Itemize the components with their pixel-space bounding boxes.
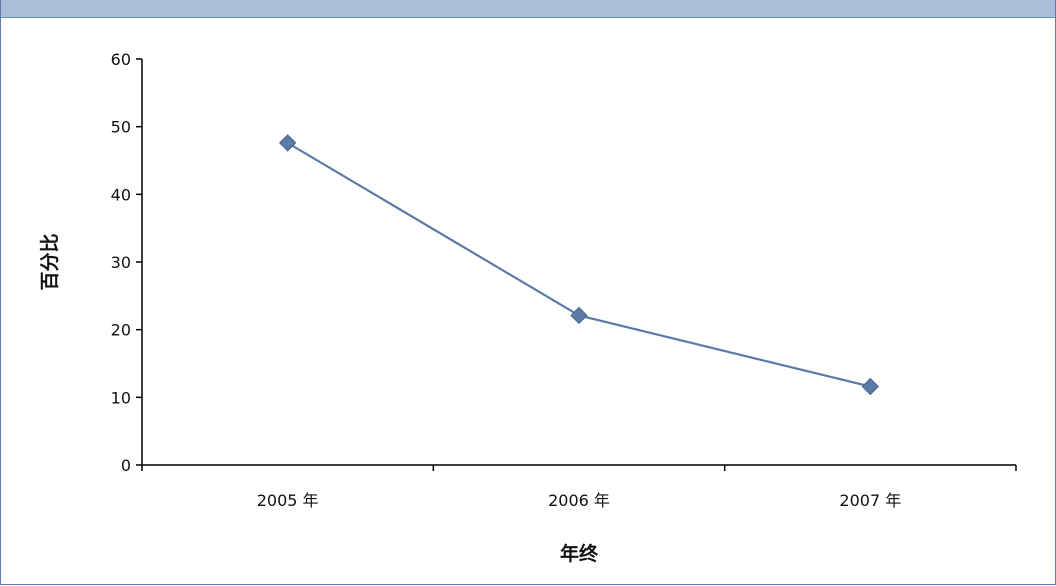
series-line xyxy=(278,134,880,396)
y-axis: 0 10 20 30 40 50 60 xyxy=(111,50,143,475)
x-tick-label: 2005 年 xyxy=(257,491,319,510)
y-tick-label: 50 xyxy=(111,118,131,137)
x-tick-label: 2006 年 xyxy=(548,491,610,510)
y-tick-label: 20 xyxy=(111,321,131,340)
data-point-marker xyxy=(861,377,880,396)
y-tick-label: 40 xyxy=(111,185,131,204)
series-line-path xyxy=(287,141,871,388)
header-bar xyxy=(1,0,1055,18)
y-tick-label: 0 xyxy=(121,456,131,475)
x-axis: 2005 年 2006 年 2007 年 xyxy=(141,464,1017,510)
y-tick-label: 30 xyxy=(111,253,131,272)
x-tick-label: 2007 年 xyxy=(839,491,901,510)
data-point-marker xyxy=(278,134,297,152)
data-point-marker xyxy=(570,306,588,325)
x-axis-title: 年终 xyxy=(560,542,599,565)
y-tick-label: 60 xyxy=(111,50,131,69)
y-axis-title: 百分比 xyxy=(39,233,61,290)
y-tick-label: 10 xyxy=(111,388,131,407)
